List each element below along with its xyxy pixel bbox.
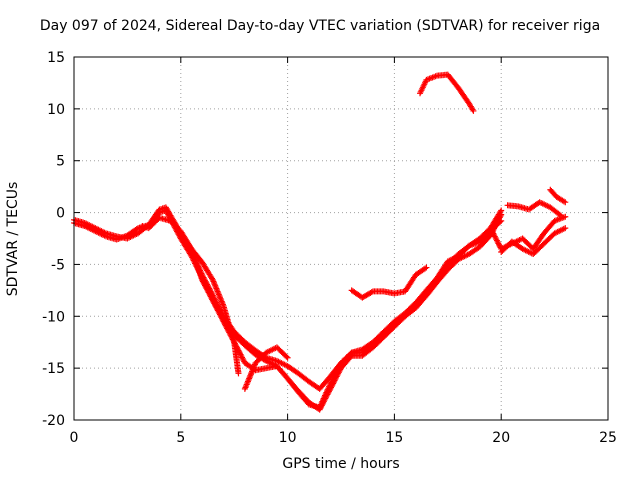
data-point <box>497 213 504 220</box>
x-tick-label: 5 <box>176 430 185 446</box>
data-point <box>423 264 430 271</box>
data-point <box>368 289 375 296</box>
y-axis-label: SDTVAR / TECUs <box>5 181 21 297</box>
data-series-9 <box>498 225 569 258</box>
data-point <box>347 350 354 357</box>
y-tick-label: 0 <box>56 206 65 222</box>
plot-frame <box>73 56 609 421</box>
data-point <box>422 265 429 272</box>
data-series-6 <box>348 264 430 301</box>
data-series-5 <box>241 344 291 392</box>
data-point <box>235 370 242 377</box>
data-point <box>133 226 140 233</box>
y-tick-label: -15 <box>42 361 65 377</box>
x-tick-label: 15 <box>385 430 403 446</box>
data-point <box>283 353 290 360</box>
x-tick-label: 25 <box>599 430 617 446</box>
data-point <box>562 199 569 206</box>
data-point <box>498 211 505 218</box>
data-point <box>497 218 504 225</box>
y-tick-label: 15 <box>47 50 65 66</box>
data-point <box>498 217 505 224</box>
data-point <box>562 213 569 220</box>
x-axis-label: GPS time / hours <box>282 456 400 472</box>
x-tick-label: 0 <box>70 430 79 446</box>
data-series-11 <box>547 186 569 206</box>
data-point <box>562 225 569 232</box>
data-point <box>284 354 291 361</box>
data-point <box>470 107 477 114</box>
x-tick-label: 20 <box>492 430 510 446</box>
data-series-4 <box>177 230 242 377</box>
y-tick-label: 10 <box>47 102 65 118</box>
data-series-7 <box>417 71 477 114</box>
data-series-3 <box>139 214 505 411</box>
chart-title: Day 097 of 2024, Sidereal Day-to-day VTE… <box>39 18 601 34</box>
y-tick-label: -5 <box>51 257 65 273</box>
data-point <box>556 211 563 218</box>
y-tick-label: -10 <box>42 309 65 325</box>
x-tick-label: 10 <box>279 430 297 446</box>
data-point <box>558 212 565 219</box>
y-tick-label: -20 <box>42 413 65 429</box>
y-tick-label: 5 <box>56 154 65 170</box>
data-series-10 <box>504 199 565 219</box>
